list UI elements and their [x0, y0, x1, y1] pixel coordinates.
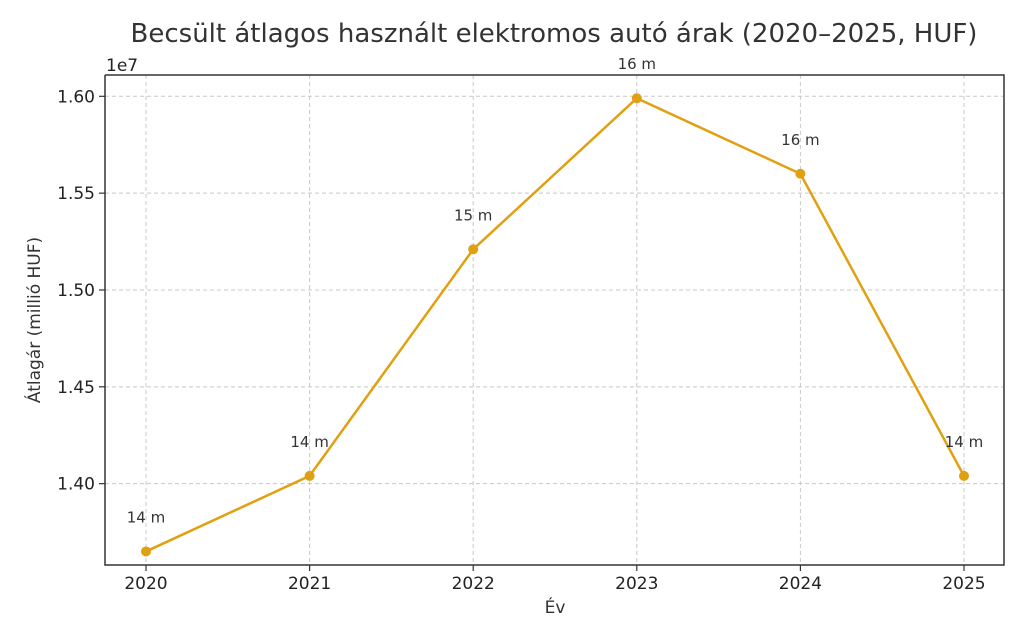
data-point — [959, 470, 969, 481]
x-tick-label: 2024 — [779, 574, 822, 594]
x-axis-label: Év — [545, 596, 566, 618]
x-tick-label: 2025 — [942, 574, 985, 594]
series-layer — [141, 93, 969, 557]
plot-frame — [104, 74, 1005, 566]
series-line — [145, 96, 966, 553]
data-label: 14 m — [127, 508, 165, 526]
chart-title: Becsült átlagos használt elektromos autó… — [131, 19, 978, 49]
y-tick-label: 1.60 — [57, 87, 95, 107]
y-tick-label: 1.40 — [57, 475, 95, 495]
x-tick-label: 2020 — [124, 574, 167, 594]
data-labels: 14 m 14 m 15 m 16 m 16 m 14 m — [127, 55, 983, 526]
y-tick-label: 1.50 — [57, 281, 95, 301]
data-label: 15 m — [454, 206, 492, 224]
data-point — [304, 470, 315, 481]
x-tick-label: 2021 — [288, 574, 331, 594]
data-point — [141, 546, 151, 557]
y-tick-label: 1.55 — [57, 184, 95, 204]
data-point — [631, 93, 642, 104]
x-tick-label: 2023 — [615, 574, 658, 594]
data-label: 14 m — [290, 433, 328, 451]
data-point — [795, 168, 806, 179]
grid-lines — [105, 75, 1004, 565]
y-tick-label: 1.45 — [57, 378, 95, 398]
x-tick-label: 2022 — [452, 574, 495, 594]
y-axis-offset-label: 1e7 — [106, 56, 138, 76]
data-point — [468, 244, 479, 255]
data-label: 14 m — [945, 433, 983, 451]
data-label: 16 m — [781, 131, 819, 149]
data-label: 16 m — [618, 55, 656, 73]
axes: 1.40 1.45 1.50 1.55 1.60 2020 2021 2022 2023 2024… — [57, 74, 1005, 594]
y-axis-label: Átlagár (millió HUF) — [23, 237, 45, 403]
